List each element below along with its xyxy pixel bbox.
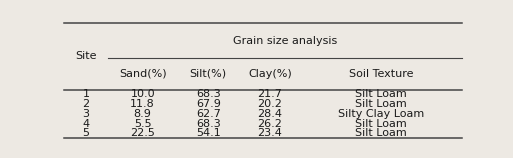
Text: 8.9: 8.9 bbox=[134, 109, 151, 119]
Text: Soil Texture: Soil Texture bbox=[349, 69, 413, 79]
Text: Silty Clay Loam: Silty Clay Loam bbox=[338, 109, 424, 119]
Text: 2: 2 bbox=[83, 99, 90, 109]
Text: Sand(%): Sand(%) bbox=[119, 69, 166, 79]
Text: 4: 4 bbox=[83, 119, 90, 129]
Text: Silt Loam: Silt Loam bbox=[356, 119, 407, 129]
Text: Clay(%): Clay(%) bbox=[248, 69, 292, 79]
Text: Silt Loam: Silt Loam bbox=[356, 99, 407, 109]
Text: 23.4: 23.4 bbox=[258, 128, 282, 138]
Text: Silt Loam: Silt Loam bbox=[356, 128, 407, 138]
Text: 22.5: 22.5 bbox=[130, 128, 155, 138]
Text: 54.1: 54.1 bbox=[196, 128, 221, 138]
Text: 10.0: 10.0 bbox=[130, 89, 155, 99]
Text: 1: 1 bbox=[83, 89, 89, 99]
Text: 21.7: 21.7 bbox=[258, 89, 282, 99]
Text: Silt Loam: Silt Loam bbox=[356, 89, 407, 99]
Text: 62.7: 62.7 bbox=[196, 109, 221, 119]
Text: Site: Site bbox=[75, 51, 97, 61]
Text: 28.4: 28.4 bbox=[258, 109, 282, 119]
Text: 68.3: 68.3 bbox=[196, 89, 221, 99]
Text: 5.5: 5.5 bbox=[134, 119, 151, 129]
Text: 26.2: 26.2 bbox=[258, 119, 282, 129]
Text: Silt(%): Silt(%) bbox=[190, 69, 227, 79]
Text: Grain size analysis: Grain size analysis bbox=[233, 36, 337, 46]
Text: 3: 3 bbox=[83, 109, 89, 119]
Text: 20.2: 20.2 bbox=[258, 99, 282, 109]
Text: 68.3: 68.3 bbox=[196, 119, 221, 129]
Text: 67.9: 67.9 bbox=[196, 99, 221, 109]
Text: 5: 5 bbox=[83, 128, 89, 138]
Text: 11.8: 11.8 bbox=[130, 99, 155, 109]
